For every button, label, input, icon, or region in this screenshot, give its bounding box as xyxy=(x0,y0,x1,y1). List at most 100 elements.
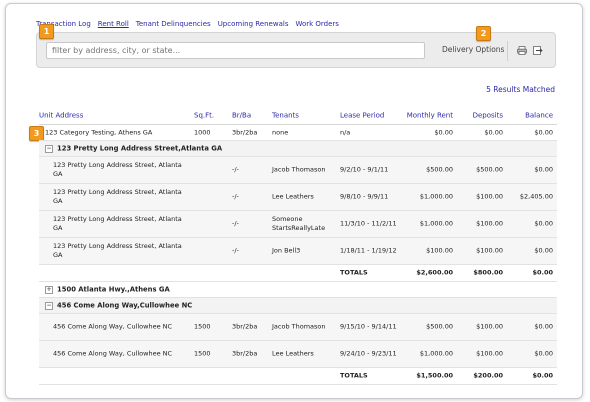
cell-sqft: 1500 xyxy=(194,349,211,358)
cell-lease-period: 9/8/10 - 9/9/11 xyxy=(340,192,389,201)
filter-bar: Delivery Options xyxy=(36,32,556,68)
cell-monthly-rent: $1,500.00 xyxy=(416,371,453,380)
cell-lease-period: 9/24/10 - 9/23/11 xyxy=(340,349,397,358)
cell-lease-period: 1/18/11 - 1/19/12 xyxy=(340,246,397,255)
cell-deposits: $500.00 xyxy=(476,165,503,174)
callout-badge-2: 2 xyxy=(476,26,491,41)
cell-sqft: 1000 xyxy=(194,128,211,136)
cell-br-ba: 3br/2ba xyxy=(232,128,258,136)
cell-monthly-rent: $500.00 xyxy=(426,165,453,174)
cell-monthly-rent: $500.00 xyxy=(426,322,453,331)
cell-deposits: $100.00 xyxy=(476,192,503,201)
table-header: Unit Address Sq.Ft. Br/Ba Tenants Lease … xyxy=(39,108,557,125)
cell-balance: $0.00 xyxy=(534,128,553,136)
expand-icon[interactable]: + xyxy=(45,286,53,294)
column-header-unit-address[interactable]: Unit Address xyxy=(39,111,84,120)
cell-balance: $0.00 xyxy=(532,371,553,380)
delivery-options-button[interactable]: Delivery Options xyxy=(442,45,505,54)
cell-deposits: $800.00 xyxy=(473,268,503,277)
column-header-lease-period[interactable]: Lease Period xyxy=(340,111,385,120)
report-tabs: Transaction Log Rent Roll Tenant Delinqu… xyxy=(36,20,346,28)
collapse-icon[interactable]: − xyxy=(45,145,53,153)
cell-deposits: $100.00 xyxy=(476,322,503,331)
cell-monthly-rent: $1,000.00 xyxy=(419,192,453,201)
results-count: 5 Results Matched xyxy=(486,85,555,94)
cell-monthly-rent: $100.00 xyxy=(426,246,453,255)
table-row: 123 Pretty Long Address Street, Atlanta … xyxy=(39,184,557,211)
cell-br-ba: 3br/2ba xyxy=(232,322,258,331)
group-label: 1500 Atlanta Hwy.,Athens GA xyxy=(57,285,170,293)
cell-lease-period: 9/2/10 - 9/1/11 xyxy=(340,165,389,174)
cell-deposits: $100.00 xyxy=(476,349,503,358)
callout-badge-3: 3 xyxy=(29,126,44,141)
group-label: 456 Come Along Way,Cullowhee NC xyxy=(57,301,193,309)
cell-tenants: Jacob Thomason xyxy=(272,165,326,174)
cell-unit-address: 123 Pretty Long Address Street, Atlanta … xyxy=(53,161,182,178)
collapse-icon[interactable]: − xyxy=(45,302,53,310)
totals-row: TOTALS $1,500.00 $200.00 $0.00 xyxy=(39,368,557,385)
cell-deposits: $200.00 xyxy=(473,371,503,380)
cell-balance: $0.00 xyxy=(534,165,553,174)
toolbar-divider xyxy=(507,41,508,61)
group-label: 123 Pretty Long Address Street,Atlanta G… xyxy=(57,144,223,152)
cell-balance: $0.00 xyxy=(532,268,553,277)
app-window: Transaction Log Rent Roll Tenant Delinqu… xyxy=(5,3,583,399)
cell-unit-address: 123 Pretty Long Address Street, Atlanta … xyxy=(53,215,182,232)
group-row[interactable]: +1500 Atlanta Hwy.,Athens GA xyxy=(39,282,557,298)
cell-lease-period: 11/3/10 - 11/2/11 xyxy=(340,219,397,228)
table-row: 456 Come Along Way, Cullowhee NC 1500 3br/… xyxy=(39,341,557,368)
cell-monthly-rent: $2,600.00 xyxy=(416,268,453,277)
cell-br-ba: -/- xyxy=(232,165,239,174)
cell-unit-address: 123 Pretty Long Address Street, Atlanta … xyxy=(53,188,182,205)
table-row: 123 Pretty Long Address Street, Atlanta … xyxy=(39,211,557,238)
table-row: 123 Category Testing, Athens GA 1000 3br/2… xyxy=(39,125,557,141)
cell-balance: $0.00 xyxy=(534,219,553,228)
table-row: 123 Pretty Long Address Street, Atlanta … xyxy=(39,238,557,265)
cell-tenants: Jacob Thomason xyxy=(272,322,326,331)
cell-unit-address: 456 Come Along Way, Cullowhee NC xyxy=(53,349,173,358)
cell-balance: $0.00 xyxy=(534,246,553,255)
cell-unit-address: 456 Come Along Way, Cullowhee NC xyxy=(53,322,173,331)
cell-br-ba: -/- xyxy=(232,192,239,201)
table-body: 123 Category Testing, Athens GA 1000 3br/2… xyxy=(39,125,557,385)
cell-unit-address: 123 Pretty Long Address Street, Atlanta … xyxy=(53,242,182,259)
cell-lease-period: TOTALS xyxy=(340,371,368,380)
print-icon[interactable] xyxy=(517,46,527,55)
cell-unit-address: 123 Category Testing, Athens GA xyxy=(45,128,153,136)
column-header-sqft[interactable]: Sq.Ft. xyxy=(194,111,215,120)
search-input[interactable] xyxy=(46,42,425,59)
column-header-deposits[interactable]: Deposits xyxy=(472,111,503,120)
cell-br-ba: -/- xyxy=(232,246,239,255)
rent-roll-table: Unit Address Sq.Ft. Br/Ba Tenants Lease … xyxy=(39,108,557,385)
cell-monthly-rent: $0.00 xyxy=(434,128,453,136)
tab-work-orders[interactable]: Work Orders xyxy=(295,20,339,28)
totals-row: TOTALS $2,600.00 $800.00 $0.00 xyxy=(39,265,557,282)
cell-balance: $0.00 xyxy=(534,322,553,331)
tab-transaction-log[interactable]: Transaction Log xyxy=(36,20,91,28)
tab-tenant-delinquencies[interactable]: Tenant Delinquencies xyxy=(135,20,211,28)
cell-br-ba: -/- xyxy=(232,219,239,228)
cell-monthly-rent: $1,000.00 xyxy=(419,219,453,228)
cell-lease-period: 9/15/10 - 9/14/11 xyxy=(340,322,397,331)
cell-deposits: $100.00 xyxy=(476,219,503,228)
cell-tenants: Lee Leathers xyxy=(272,349,314,358)
cell-br-ba: 3br/2ba xyxy=(232,349,258,358)
group-row[interactable]: −456 Come Along Way,Cullowhee NC xyxy=(39,298,557,314)
cell-lease-period: n/a xyxy=(340,128,351,136)
cell-lease-period: TOTALS xyxy=(340,268,368,277)
cell-balance: $0.00 xyxy=(534,349,553,358)
table-row: 456 Come Along Way, Cullowhee NC 1500 3br/… xyxy=(39,314,557,341)
tab-rent-roll[interactable]: Rent Roll xyxy=(97,20,129,28)
column-header-monthly-rent[interactable]: Monthly Rent xyxy=(406,111,453,120)
cell-tenants: Jon Bell3 xyxy=(272,246,301,255)
tab-upcoming-renewals[interactable]: Upcoming Renewals xyxy=(217,20,289,28)
column-header-br-ba[interactable]: Br/Ba xyxy=(232,111,252,120)
column-header-tenants[interactable]: Tenants xyxy=(272,111,299,120)
column-header-balance[interactable]: Balance xyxy=(525,111,553,120)
table-row: 123 Pretty Long Address Street, Atlanta … xyxy=(39,157,557,184)
cell-deposits: $0.00 xyxy=(484,128,503,136)
group-row[interactable]: −123 Pretty Long Address Street,Atlanta … xyxy=(39,141,557,157)
cell-tenants: Someone StartsReallyLate xyxy=(272,215,326,232)
export-icon[interactable] xyxy=(533,46,543,55)
cell-sqft: 1500 xyxy=(194,322,211,331)
